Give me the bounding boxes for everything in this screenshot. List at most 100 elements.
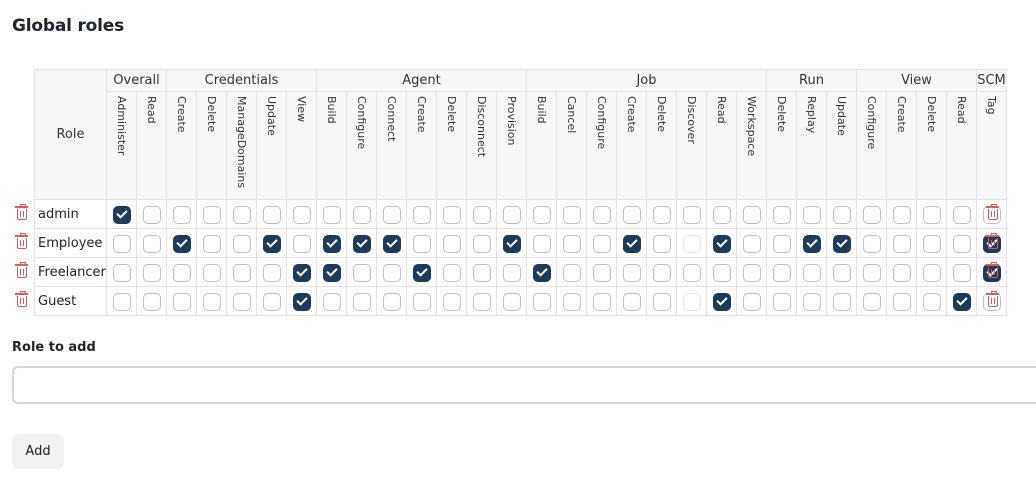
permission-checkbox[interactable] (292, 234, 311, 253)
delete-role-icon[interactable] (15, 261, 28, 278)
permission-checkbox[interactable] (562, 292, 581, 311)
permission-checkbox[interactable] (742, 205, 761, 224)
permission-checkbox[interactable] (802, 234, 821, 253)
permission-checkbox[interactable] (562, 234, 581, 253)
permission-checkbox[interactable] (712, 292, 731, 311)
permission-checkbox[interactable] (712, 263, 731, 282)
permission-checkbox[interactable] (322, 205, 341, 224)
permission-checkbox[interactable] (922, 292, 941, 311)
permission-checkbox[interactable] (262, 292, 281, 311)
permission-checkbox[interactable] (172, 292, 191, 311)
permission-checkbox[interactable] (322, 234, 341, 253)
permission-checkbox[interactable] (232, 292, 251, 311)
add-role-button[interactable]: Add (12, 434, 64, 469)
permission-checkbox[interactable] (472, 205, 491, 224)
permission-checkbox[interactable] (142, 234, 161, 253)
permission-checkbox[interactable] (742, 234, 761, 253)
permission-checkbox[interactable] (952, 205, 971, 224)
permission-checkbox[interactable] (352, 292, 371, 311)
permission-checkbox[interactable] (832, 263, 851, 282)
permission-checkbox[interactable] (562, 263, 581, 282)
permission-checkbox[interactable] (832, 234, 851, 253)
permission-checkbox[interactable] (622, 263, 641, 282)
delete-role-icon[interactable] (15, 203, 28, 220)
permission-checkbox[interactable] (772, 292, 791, 311)
permission-checkbox[interactable] (922, 205, 941, 224)
permission-checkbox[interactable] (472, 263, 491, 282)
permission-checkbox[interactable] (142, 292, 161, 311)
permission-checkbox[interactable] (262, 205, 281, 224)
permission-checkbox[interactable] (592, 292, 611, 311)
permission-checkbox[interactable] (832, 292, 851, 311)
permission-checkbox[interactable] (892, 292, 911, 311)
permission-checkbox[interactable] (682, 292, 701, 311)
permission-checkbox[interactable] (862, 263, 881, 282)
permission-checkbox[interactable] (502, 205, 521, 224)
permission-checkbox[interactable] (652, 263, 671, 282)
delete-role-icon[interactable] (986, 261, 999, 278)
permission-checkbox[interactable] (532, 205, 551, 224)
permission-checkbox[interactable] (142, 263, 161, 282)
permission-checkbox[interactable] (202, 234, 221, 253)
permission-checkbox[interactable] (892, 205, 911, 224)
permission-checkbox[interactable] (802, 292, 821, 311)
permission-checkbox[interactable] (892, 234, 911, 253)
permission-checkbox[interactable] (292, 205, 311, 224)
permission-checkbox[interactable] (922, 263, 941, 282)
permission-checkbox[interactable] (532, 292, 551, 311)
delete-role-icon[interactable] (986, 290, 999, 307)
permission-checkbox[interactable] (352, 263, 371, 282)
permission-checkbox[interactable] (772, 205, 791, 224)
permission-checkbox[interactable] (142, 205, 161, 224)
permission-checkbox[interactable] (742, 292, 761, 311)
permission-checkbox[interactable] (322, 263, 341, 282)
permission-checkbox[interactable] (412, 263, 431, 282)
permission-checkbox[interactable] (802, 205, 821, 224)
permission-checkbox[interactable] (532, 263, 551, 282)
permission-checkbox[interactable] (862, 234, 881, 253)
permission-checkbox[interactable] (172, 205, 191, 224)
permission-checkbox[interactable] (952, 292, 971, 311)
permission-checkbox[interactable] (682, 205, 701, 224)
permission-checkbox[interactable] (502, 234, 521, 253)
permission-checkbox[interactable] (772, 234, 791, 253)
permission-checkbox[interactable] (562, 205, 581, 224)
permission-checkbox[interactable] (832, 205, 851, 224)
role-to-add-input[interactable] (12, 366, 1036, 404)
permission-checkbox[interactable] (502, 292, 521, 311)
permission-checkbox[interactable] (442, 263, 461, 282)
delete-role-icon[interactable] (986, 232, 999, 249)
permission-checkbox[interactable] (202, 292, 221, 311)
permission-checkbox[interactable] (382, 234, 401, 253)
permission-checkbox[interactable] (382, 292, 401, 311)
permission-checkbox[interactable] (262, 263, 281, 282)
permission-checkbox[interactable] (412, 205, 431, 224)
permission-checkbox[interactable] (412, 234, 431, 253)
permission-checkbox[interactable] (592, 263, 611, 282)
permission-checkbox[interactable] (652, 234, 671, 253)
permission-checkbox[interactable] (112, 292, 131, 311)
permission-checkbox[interactable] (622, 205, 641, 224)
permission-checkbox[interactable] (592, 234, 611, 253)
permission-checkbox[interactable] (322, 292, 341, 311)
permission-checkbox[interactable] (682, 263, 701, 282)
permission-checkbox[interactable] (382, 263, 401, 282)
permission-checkbox[interactable] (922, 234, 941, 253)
permission-checkbox[interactable] (442, 292, 461, 311)
permission-checkbox[interactable] (232, 234, 251, 253)
permission-checkbox[interactable] (232, 263, 251, 282)
permission-checkbox[interactable] (172, 263, 191, 282)
permission-checkbox[interactable] (652, 292, 671, 311)
permission-checkbox[interactable] (352, 234, 371, 253)
permission-checkbox[interactable] (112, 205, 131, 224)
permission-checkbox[interactable] (862, 205, 881, 224)
permission-checkbox[interactable] (742, 263, 761, 282)
permission-checkbox[interactable] (652, 205, 671, 224)
permission-checkbox[interactable] (622, 234, 641, 253)
permission-checkbox[interactable] (382, 205, 401, 224)
permission-checkbox[interactable] (112, 263, 131, 282)
permission-checkbox[interactable] (352, 205, 371, 224)
permission-checkbox[interactable] (952, 263, 971, 282)
delete-role-icon[interactable] (15, 232, 28, 249)
permission-checkbox[interactable] (172, 234, 191, 253)
